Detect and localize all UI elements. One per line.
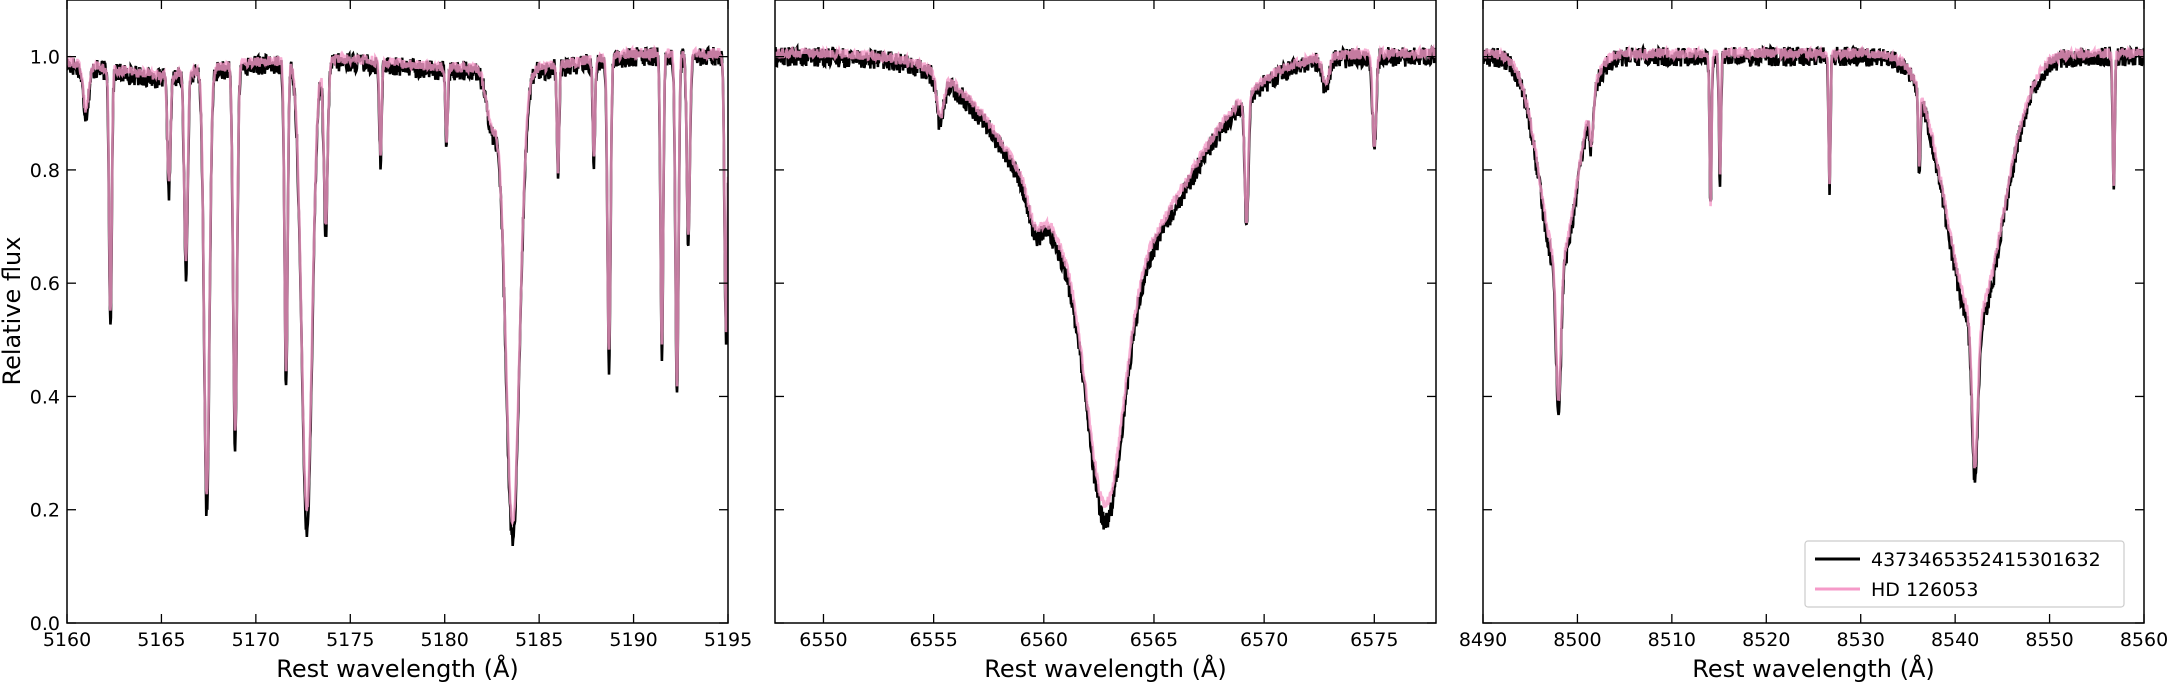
y-tick-label: 1.0 bbox=[30, 47, 60, 69]
legend-label-star: 4373465352415301632 bbox=[1871, 549, 2101, 571]
x-tick-label: 5190 bbox=[609, 629, 657, 651]
x-tick-label: 5195 bbox=[704, 629, 752, 651]
x-tick-label: 6575 bbox=[1350, 629, 1398, 651]
series-star-spectrum bbox=[67, 44, 728, 546]
x-tick-label: 5165 bbox=[137, 629, 185, 651]
panel-ca-triplet: 8490 8500 8510 8520 8530 8540 8550 8560 Rest wav… bbox=[1459, 0, 2167, 683]
x-tick-label: 5175 bbox=[326, 629, 374, 651]
x-tick-label: 8490 bbox=[1459, 629, 1507, 651]
x-tick-label: 5170 bbox=[232, 629, 280, 651]
x-tick-label: 6555 bbox=[909, 629, 957, 651]
x-tick-label: 6570 bbox=[1240, 629, 1288, 651]
panel-frame bbox=[1482, 0, 2145, 624]
y-tick-label: 0.8 bbox=[30, 160, 60, 182]
x-tick-label: 5160 bbox=[43, 629, 91, 651]
series-star-spectrum bbox=[1483, 42, 2144, 483]
series-reference-spectrum bbox=[1483, 44, 2144, 469]
x-tick-label: 8510 bbox=[1648, 629, 1696, 651]
x-tick-label: 8500 bbox=[1553, 629, 1601, 651]
x-tick-label: 6550 bbox=[799, 629, 847, 651]
series-star-spectrum bbox=[775, 42, 1436, 530]
x-tick-label: 8520 bbox=[1742, 629, 1790, 651]
y-tick-label: 0.4 bbox=[30, 386, 60, 408]
x-axis-label: Rest wavelength (Å) bbox=[984, 654, 1226, 683]
panel-h-alpha: 6550 6555 6560 6565 6570 6575 Rest wavelength … bbox=[774, 0, 1437, 683]
y-axis-label: Relative flux bbox=[0, 237, 26, 386]
panel-mgb-triplet: 5160 5165 5170 5175 5180 5185 5190 5195 0.0 0.2 0.… bbox=[30, 0, 752, 683]
y-tick-label: 0.6 bbox=[30, 273, 60, 295]
x-tick-label: 6565 bbox=[1130, 629, 1178, 651]
x-tick-label: 8530 bbox=[1837, 629, 1885, 651]
legend-label-reference: HD 126053 bbox=[1871, 579, 1979, 601]
x-axis-label: Rest wavelength (Å) bbox=[1692, 654, 1934, 683]
x-tick-label: 6560 bbox=[1020, 629, 1068, 651]
x-tick-label: 8550 bbox=[2025, 629, 2073, 651]
y-tick-label: 0.0 bbox=[30, 613, 60, 635]
x-tick-label: 8560 bbox=[2120, 629, 2167, 651]
series-reference-spectrum bbox=[67, 44, 728, 527]
x-tick-label: 8540 bbox=[1931, 629, 1979, 651]
panel-frame bbox=[66, 0, 729, 624]
x-axis-label: Rest wavelength (Å) bbox=[276, 654, 518, 683]
x-tick-label: 5180 bbox=[421, 629, 469, 651]
legend-box bbox=[1804, 540, 2125, 608]
series-reference-spectrum bbox=[775, 43, 1436, 509]
x-tick-label: 5185 bbox=[515, 629, 563, 651]
legend: 4373465352415301632 HD 126053 bbox=[1804, 540, 2125, 608]
y-tick-label: 0.2 bbox=[30, 500, 60, 522]
panel-frame bbox=[774, 0, 1437, 624]
